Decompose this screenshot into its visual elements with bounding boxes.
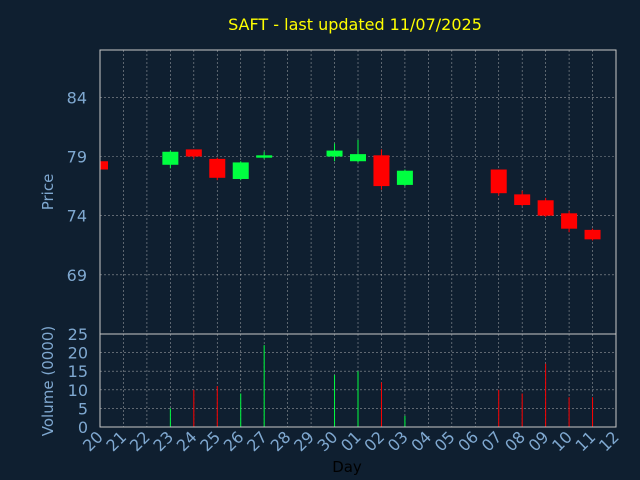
candle-body [209, 158, 226, 178]
candle-body [561, 213, 578, 229]
candle-body [162, 151, 179, 165]
volume-tick-label: 0 [78, 418, 88, 437]
candle-body [514, 194, 531, 206]
price-tick-label: 79 [67, 148, 87, 167]
price-tick-label: 69 [67, 266, 87, 285]
volume-tick-label: 15 [68, 362, 88, 381]
candle-body [537, 200, 554, 216]
candle-body [373, 155, 390, 187]
price-tick-label: 74 [67, 207, 87, 226]
candle-body [100, 161, 108, 170]
candle-body [185, 149, 202, 157]
price-axis-label: Price [39, 174, 57, 211]
candle-body [326, 150, 343, 157]
volume-tick-label: 10 [68, 381, 88, 400]
volume-tick-label: 25 [68, 325, 88, 344]
plot-frames [99, 49, 617, 428]
x-axis-label: Day [332, 458, 362, 476]
candle-body [490, 169, 507, 194]
price-tick-label: 84 [67, 88, 87, 107]
chart-title: SAFT - last updated 11/07/2025 [228, 15, 482, 34]
volume-tick-label: 5 [78, 399, 88, 418]
candle-body [584, 229, 601, 240]
candle-body [256, 155, 273, 158]
candle-body [232, 162, 249, 179]
candle-body [396, 170, 413, 185]
volume-bars [169, 345, 594, 427]
price-candles [99, 139, 601, 241]
volume-tick-label: 20 [68, 344, 88, 363]
candle-body [350, 154, 366, 162]
volume-axis-label: Volume (0000) [39, 326, 57, 436]
volume-plot-frame [99, 333, 617, 428]
